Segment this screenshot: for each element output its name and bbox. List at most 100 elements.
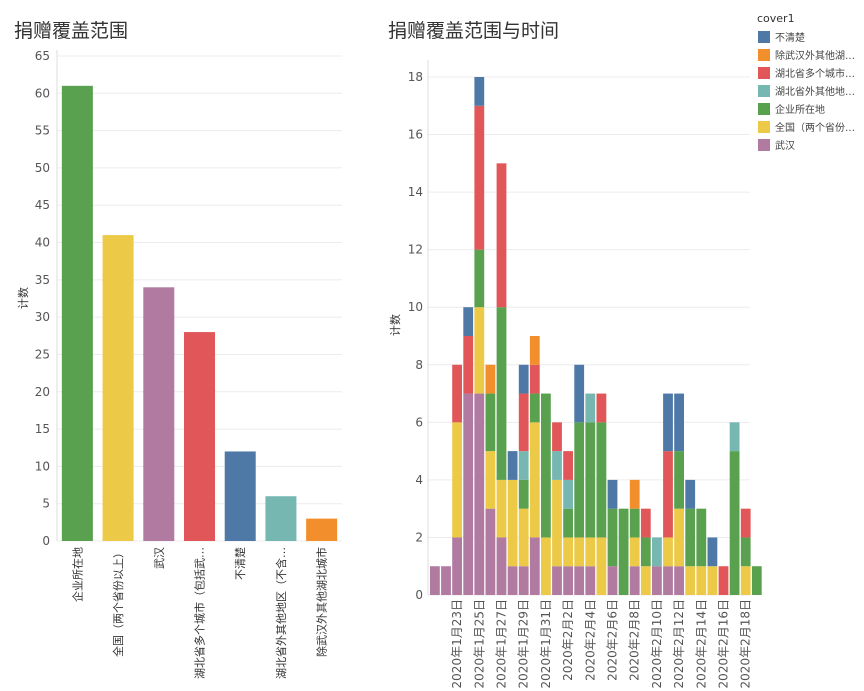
bar-segment[interactable] (518, 451, 529, 480)
bar-segment[interactable] (563, 566, 573, 595)
bar-segment[interactable] (496, 479, 507, 538)
bar-segment[interactable] (485, 451, 496, 509)
legend-label[interactable]: 不清楚 (775, 31, 805, 44)
bar-segment[interactable] (685, 479, 696, 509)
bar-segment[interactable] (507, 479, 518, 567)
bar-segment[interactable] (740, 566, 751, 595)
bar-segment[interactable] (729, 451, 740, 595)
bar-segment[interactable] (574, 566, 585, 595)
bar-segment[interactable] (518, 364, 529, 394)
bar-segment[interactable] (474, 307, 485, 394)
bar-segment[interactable] (485, 393, 496, 452)
bar-segment[interactable] (663, 537, 673, 567)
bar-segment[interactable] (629, 566, 640, 595)
bar-segment[interactable] (574, 422, 585, 538)
bar-segment[interactable] (740, 508, 751, 538)
bar-segment[interactable] (518, 393, 529, 452)
bar-segment[interactable] (463, 307, 474, 336)
legend-label[interactable]: 湖北省外其他地… (775, 85, 855, 98)
bar-segment[interactable] (518, 479, 529, 509)
bar-segment[interactable] (663, 393, 673, 452)
bar-segment[interactable] (529, 336, 540, 365)
bar-segment[interactable] (585, 422, 596, 538)
bar-segment[interactable] (729, 422, 740, 452)
bar-segment[interactable] (518, 566, 529, 595)
bar-segment[interactable] (485, 364, 496, 394)
bar-segment[interactable] (629, 508, 640, 538)
bar-segment[interactable] (485, 508, 496, 595)
bar-segment[interactable] (463, 336, 474, 394)
legend-label[interactable]: 企业所在地 (775, 103, 825, 116)
legend-swatch[interactable] (758, 49, 770, 61)
bar-segment[interactable] (563, 537, 573, 567)
bar-segment[interactable] (640, 566, 651, 595)
bar-segment[interactable] (474, 77, 485, 106)
bar-segment[interactable] (563, 451, 573, 480)
bar-segment[interactable] (518, 508, 529, 567)
bar-segment[interactable] (529, 393, 540, 423)
bar-segment[interactable] (507, 566, 518, 595)
legend-swatch[interactable] (758, 103, 770, 115)
bar-segment[interactable] (652, 537, 662, 567)
bar-segment[interactable] (585, 566, 596, 595)
bar-segment[interactable] (452, 364, 462, 423)
bar-segment[interactable] (640, 537, 651, 567)
bar[interactable] (184, 332, 215, 541)
bar-segment[interactable] (552, 566, 562, 595)
bar-segment[interactable] (607, 566, 618, 595)
bar-segment[interactable] (718, 566, 729, 595)
bar-segment[interactable] (529, 537, 540, 595)
bar-segment[interactable] (552, 451, 562, 480)
bar-segment[interactable] (607, 508, 618, 567)
bar[interactable] (61, 85, 93, 541)
bar-segment[interactable] (529, 364, 540, 394)
bar-segment[interactable] (685, 566, 696, 595)
legend-swatch[interactable] (758, 67, 770, 79)
bar-segment[interactable] (541, 537, 551, 595)
bar-segment[interactable] (463, 393, 474, 595)
bar-segment[interactable] (674, 451, 684, 509)
bar-segment[interactable] (596, 422, 607, 538)
bar-segment[interactable] (552, 479, 562, 567)
bar-segment[interactable] (474, 105, 485, 250)
bar-segment[interactable] (541, 393, 551, 538)
bar-segment[interactable] (585, 393, 596, 423)
bar-segment[interactable] (696, 566, 707, 595)
bar-segment[interactable] (574, 537, 585, 567)
bar-segment[interactable] (663, 451, 673, 538)
legend-label[interactable]: 除武汉外其他湖… (775, 49, 855, 62)
bar-segment[interactable] (452, 537, 462, 595)
bar-segment[interactable] (585, 537, 596, 567)
bar-segment[interactable] (563, 508, 573, 538)
bar-segment[interactable] (674, 393, 684, 452)
bar[interactable] (143, 287, 175, 541)
bar-segment[interactable] (652, 566, 662, 595)
bar[interactable] (102, 235, 134, 542)
legend-label[interactable]: 全国（两个省份… (775, 121, 855, 134)
bar-segment[interactable] (563, 479, 573, 509)
bar-segment[interactable] (452, 422, 462, 538)
legend-label[interactable]: 湖北省多个城市… (775, 67, 855, 80)
bar[interactable] (265, 496, 297, 541)
bar-segment[interactable] (663, 566, 673, 595)
bar-segment[interactable] (685, 508, 696, 567)
bar-segment[interactable] (629, 479, 640, 509)
bar-segment[interactable] (430, 566, 440, 595)
bar-segment[interactable] (674, 508, 684, 567)
legend-swatch[interactable] (758, 31, 770, 43)
bar-segment[interactable] (529, 422, 540, 538)
bar-segment[interactable] (596, 537, 607, 595)
bar[interactable] (306, 518, 338, 541)
bar-segment[interactable] (740, 537, 751, 567)
legend-swatch[interactable] (758, 85, 770, 97)
bar[interactable] (224, 451, 256, 541)
bar-segment[interactable] (496, 537, 507, 595)
bar-segment[interactable] (640, 508, 651, 538)
legend-swatch[interactable] (758, 121, 770, 133)
bar-segment[interactable] (474, 249, 485, 308)
bar-segment[interactable] (751, 566, 762, 595)
bar-segment[interactable] (607, 479, 618, 509)
bar-segment[interactable] (507, 451, 518, 480)
bar-segment[interactable] (441, 566, 451, 595)
bar-segment[interactable] (629, 537, 640, 567)
